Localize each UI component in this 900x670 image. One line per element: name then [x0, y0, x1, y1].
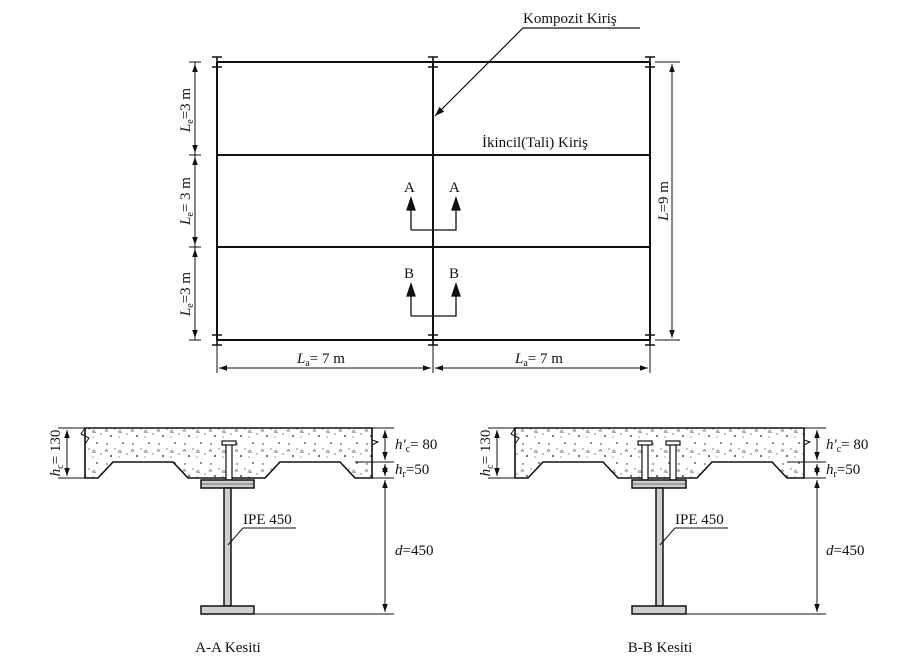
dim-hpc-aa-label: h'c= 80: [395, 437, 437, 455]
dim-right-bb: [686, 427, 826, 615]
section-aa-drawing: [58, 427, 394, 615]
section-label-a-right: A: [449, 180, 460, 196]
section-label-a-left: A: [404, 180, 415, 196]
svg-text:Le=3 m: Le=3 m: [178, 88, 196, 134]
dim-l-total: [655, 61, 680, 341]
dim-hc-bb: [488, 427, 515, 479]
dim-d-aa-label: d=450: [395, 543, 433, 559]
section-cut-a: [406, 195, 461, 231]
composite-callout-leader: [434, 27, 640, 117]
dim-la-left-label: La= 7 m: [296, 351, 345, 369]
dim-hr-aa-label: hr=50: [395, 462, 429, 480]
dim-la-right-label: La= 7 m: [514, 351, 563, 369]
dim-le-top-label: Le=3 m: [178, 88, 196, 134]
dim-d-bb-label: d=450: [826, 543, 864, 559]
label-ikincil-kiris: İkincil(Tali) Kiriş: [482, 135, 588, 151]
dim-la-chain: [216, 345, 651, 373]
dim-hc-aa-label: hc= 130: [48, 430, 66, 477]
svg-text:L=9 m: L=9 m: [656, 181, 672, 222]
dim-hr-bb-label: hr=50: [826, 462, 860, 480]
steel-beam-aa: [200, 479, 255, 615]
dim-le-bot-label: Le=3 m: [178, 272, 196, 318]
section-cut-b: [406, 281, 461, 317]
plan-view: [189, 27, 680, 373]
dim-l-label: L=9 m: [656, 181, 672, 222]
profile-leader-bb: [659, 527, 728, 546]
dim-le-chain: [189, 61, 201, 341]
concrete-slab-bb: [514, 427, 805, 479]
dim-hpc-bb-label: h'c= 80: [826, 437, 868, 455]
steel-beam-bb: [631, 479, 687, 615]
profile-label-bb: IPE 450: [675, 512, 724, 528]
dim-hc-bb-label: hc= 130: [478, 430, 496, 477]
svg-text:hc= 130: hc= 130: [478, 430, 496, 477]
dim-right-aa: [254, 427, 394, 615]
profile-label-aa: IPE 450: [243, 512, 292, 528]
caption-aa: A-A Kesiti: [195, 640, 260, 656]
dim-hc-aa: [58, 427, 85, 479]
svg-text:hc= 130: hc= 130: [48, 430, 66, 477]
section-label-b-right: B: [449, 266, 459, 282]
label-kompozit-kiris: Kompozit Kiriş: [523, 11, 617, 27]
svg-text:Le=3 m: Le=3 m: [178, 272, 196, 318]
svg-text:Le= 3 m: Le= 3 m: [178, 177, 196, 226]
section-bb-drawing: [488, 427, 826, 615]
section-label-b-left: B: [404, 266, 414, 282]
dim-le-mid-label: Le= 3 m: [178, 177, 196, 226]
caption-bb: B-B Kesiti: [628, 640, 693, 656]
profile-leader-aa: [227, 527, 296, 546]
